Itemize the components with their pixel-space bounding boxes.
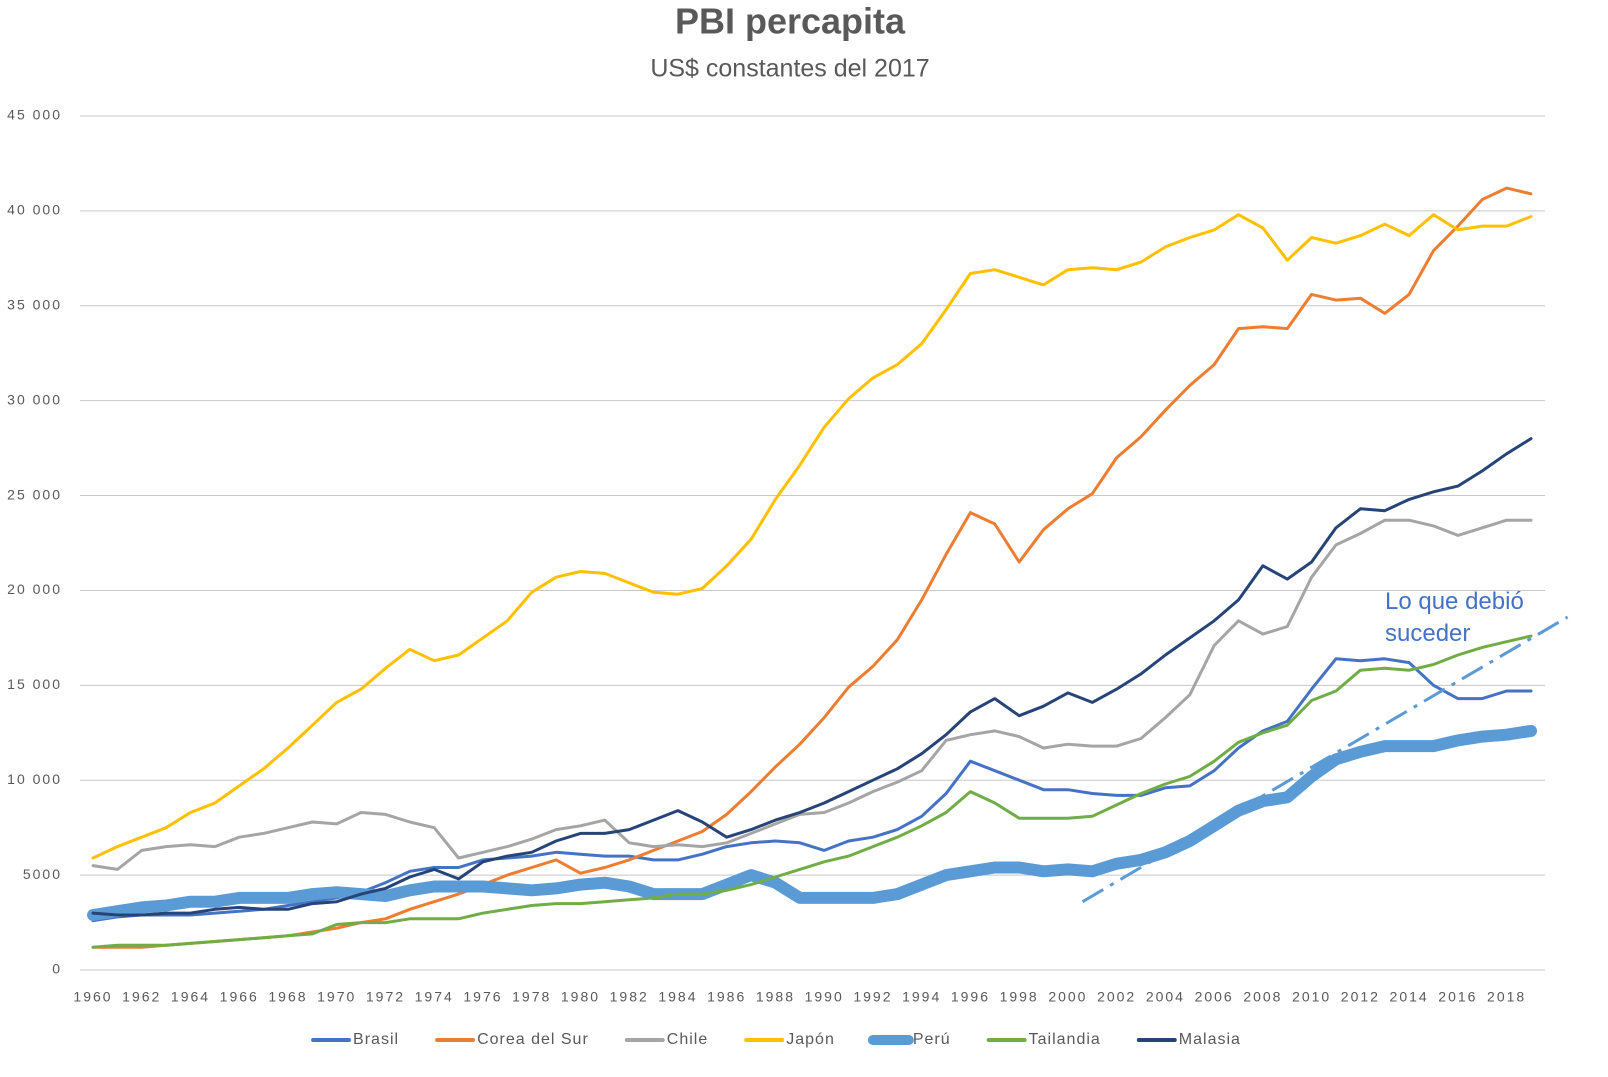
- x-tick-label: 1988: [756, 989, 795, 1005]
- x-tick-label: 1996: [951, 989, 990, 1005]
- x-tick-label: 2016: [1438, 989, 1477, 1005]
- x-tick-label: 1964: [171, 989, 210, 1005]
- x-tick-label: 2002: [1097, 989, 1136, 1005]
- x-tick-label: 1990: [805, 989, 844, 1005]
- x-tick-label: 1998: [1000, 989, 1039, 1005]
- legend-label: Tailandia: [1029, 1031, 1101, 1048]
- x-tick-label: 1966: [220, 989, 259, 1005]
- x-tick-label: 1974: [415, 989, 454, 1005]
- x-tick-label: 1994: [902, 989, 941, 1005]
- x-tick-label: 2014: [1390, 989, 1429, 1005]
- y-tick-label: 5000: [23, 866, 62, 882]
- y-tick-label: 45 000: [7, 107, 62, 123]
- x-tick-label: 2010: [1292, 989, 1331, 1005]
- x-tick-label: 2018: [1487, 989, 1526, 1005]
- series-line: [91, 186, 1533, 949]
- x-tick-label: 1980: [561, 989, 600, 1005]
- y-tick-label: 40 000: [7, 202, 62, 218]
- x-tick-label: 1978: [512, 989, 551, 1005]
- y-tick-label: 15 000: [7, 676, 62, 692]
- x-tick-label: 2006: [1195, 989, 1234, 1005]
- x-tick-label: 1982: [610, 989, 649, 1005]
- x-tick-label: 2004: [1146, 989, 1185, 1005]
- x-tick-label: 1984: [658, 989, 697, 1005]
- y-tick-label: 25 000: [7, 486, 62, 502]
- series-line: [91, 213, 1533, 860]
- y-tick-label: 20 000: [7, 581, 62, 597]
- series-line: [87, 724, 1537, 921]
- x-tick-label: 1976: [463, 989, 502, 1005]
- series-line: [91, 437, 1533, 917]
- x-tick-label: 1970: [317, 989, 356, 1005]
- x-tick-label: 1962: [122, 989, 161, 1005]
- x-tick-label: 1992: [853, 989, 892, 1005]
- y-tick-label: 10 000: [7, 771, 62, 787]
- chart-title: PBI percapita: [675, 1, 906, 42]
- legend-label: Malasia: [1179, 1031, 1241, 1048]
- legend-label: Japón: [786, 1031, 835, 1048]
- trend-line: [1081, 615, 1569, 903]
- legend-label: Perú: [913, 1031, 951, 1048]
- x-tick-label: 1960: [73, 989, 112, 1005]
- y-tick-label: 0: [52, 961, 62, 977]
- y-tick-label: 35 000: [7, 296, 62, 312]
- x-tick-label: 2008: [1243, 989, 1282, 1005]
- x-tick-label: 2012: [1341, 989, 1380, 1005]
- x-tick-label: 1968: [268, 989, 307, 1005]
- series-line: [91, 518, 1533, 871]
- x-tick-label: 1972: [366, 989, 405, 1005]
- legend-label: Corea del Sur: [477, 1031, 589, 1048]
- annotation: Lo que debió suceder: [1385, 588, 1524, 647]
- y-tick-label: 30 000: [7, 391, 62, 407]
- chart-subtitle: US$ constantes del 2017: [650, 55, 929, 83]
- legend-label: Chile: [667, 1031, 708, 1048]
- x-tick-label: 1986: [707, 989, 746, 1005]
- x-tick-label: 2000: [1048, 989, 1087, 1005]
- legend-label: Brasil: [353, 1031, 399, 1048]
- series-line: [91, 634, 1533, 949]
